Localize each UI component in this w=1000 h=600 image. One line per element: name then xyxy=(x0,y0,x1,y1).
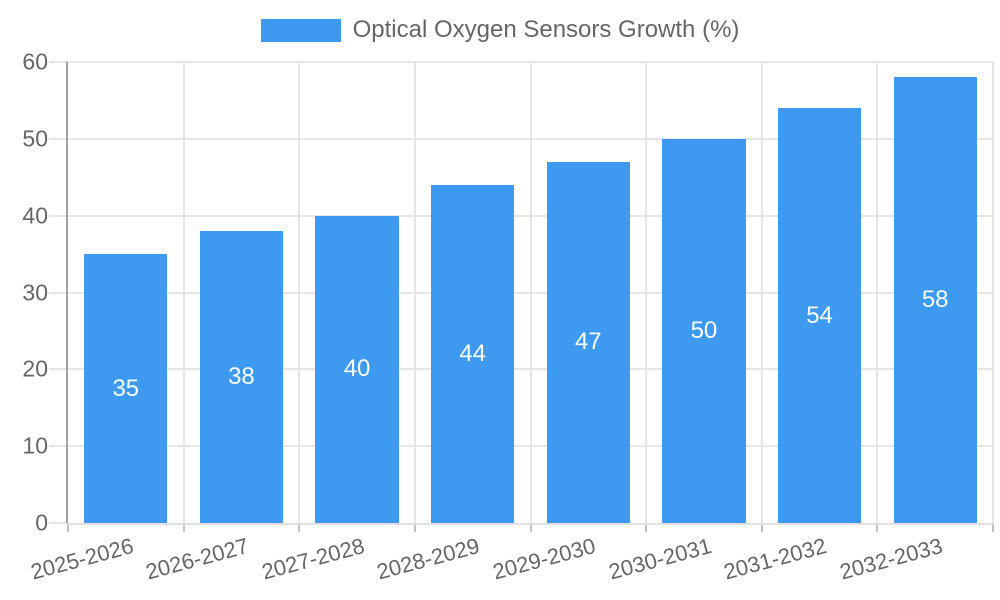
x-tick-mark xyxy=(298,523,301,532)
bar-2031-2032[interactable]: 54 xyxy=(777,108,862,523)
x-tick-mark xyxy=(182,523,185,532)
y-gridline xyxy=(68,61,993,63)
x-axis-line xyxy=(68,523,993,525)
x-tick-mark xyxy=(645,523,648,532)
legend-swatch xyxy=(260,18,341,42)
bar-2025-2026[interactable]: 35 xyxy=(84,254,168,523)
bar-2030-2031[interactable]: 50 xyxy=(662,138,746,523)
x-tick-mark xyxy=(67,523,69,532)
bar-value-label: 47 xyxy=(574,328,602,356)
x-tick-mark xyxy=(413,523,416,532)
bar-2032-2033[interactable]: 58 xyxy=(893,77,977,523)
y-axis-tick-label: 50 xyxy=(22,125,48,152)
x-gridline xyxy=(298,62,301,523)
x-tick-mark xyxy=(760,523,763,532)
bar-2027-2028[interactable]: 40 xyxy=(315,215,399,523)
bar-2028-2029[interactable]: 44 xyxy=(431,184,515,523)
x-axis-tick-label: 2028-2029 xyxy=(374,533,483,585)
y-tick-mark xyxy=(49,445,68,448)
bar-value-label: 54 xyxy=(806,301,833,329)
y-axis-tick-label: 60 xyxy=(22,48,48,75)
plot-area: 0 10 20 30 40 50 60 35 2025-2026 38 2026-2027 40 202… xyxy=(22,50,994,584)
x-tick-mark xyxy=(529,523,532,532)
x-gridline xyxy=(182,62,185,523)
bar-value-label: 35 xyxy=(112,374,140,402)
x-gridline xyxy=(760,62,763,523)
bar-value-label: 40 xyxy=(343,355,371,383)
y-tick-mark xyxy=(49,61,68,63)
legend-label: Optical Oxygen Sensors Growth (%) xyxy=(352,16,740,43)
y-tick-mark xyxy=(49,137,68,140)
x-axis-tick-label: 2031-2032 xyxy=(721,533,830,585)
y-axis-tick-label: 40 xyxy=(22,202,48,229)
x-tick-mark xyxy=(992,523,994,532)
x-gridline xyxy=(645,62,648,523)
y-tick-mark xyxy=(49,368,68,371)
bar-value-label: 38 xyxy=(228,363,255,390)
x-gridline xyxy=(992,62,994,523)
bar-value-label: 50 xyxy=(690,316,718,344)
x-axis-tick-label: 2026-2027 xyxy=(143,533,252,585)
x-axis-tick-label: 2029-2030 xyxy=(490,533,599,585)
legend-item[interactable]: Optical Oxygen Sensors Growth (%) xyxy=(0,16,1000,44)
bar-2026-2027[interactable]: 38 xyxy=(199,231,284,523)
y-tick-mark xyxy=(49,291,68,294)
x-gridline xyxy=(876,62,879,523)
y-tick-mark xyxy=(49,214,68,217)
y-tick-mark xyxy=(49,522,68,524)
bar-value-label: 44 xyxy=(459,339,487,367)
bar-value-label: 58 xyxy=(921,286,949,314)
x-tick-mark xyxy=(876,523,879,532)
x-axis-tick-label: 2025-2026 xyxy=(27,533,136,585)
y-axis-tick-label: 30 xyxy=(22,279,48,305)
y-axis-line xyxy=(66,62,68,523)
x-axis-tick-label: 2032-2033 xyxy=(837,533,946,585)
x-axis-tick-label: 2027-2028 xyxy=(258,533,368,585)
y-axis-tick-label: 0 xyxy=(35,509,48,536)
x-axis-tick-label: 2030-2031 xyxy=(605,533,714,585)
y-axis-tick-label: 10 xyxy=(22,432,48,459)
bar-2029-2030[interactable]: 47 xyxy=(546,161,630,523)
x-gridline xyxy=(529,62,532,523)
y-axis-tick-label: 20 xyxy=(22,355,48,382)
x-gridline xyxy=(413,62,416,523)
